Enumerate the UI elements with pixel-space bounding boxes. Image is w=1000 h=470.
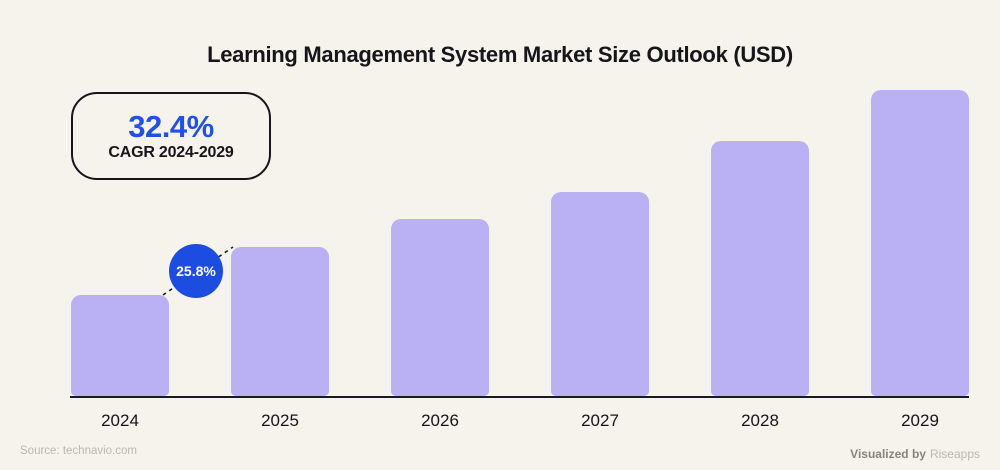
axis-label-2024: 2024: [101, 411, 139, 430]
bar-2024: [71, 295, 169, 396]
x-axis-line: [70, 396, 969, 398]
chart-title: Learning Management System Market Size O…: [207, 42, 793, 67]
brand-name: Riseapps: [929, 447, 980, 461]
axis-label-2029: 2029: [901, 411, 939, 430]
source-credit: Source: technavio.com: [20, 445, 137, 457]
bar-2028: [711, 141, 809, 396]
axis-label-2027: 2027: [581, 411, 619, 430]
cagr-value: 32.4%: [128, 109, 214, 144]
bar-2027: [551, 192, 649, 396]
visualized-by-label: Visualized by: [850, 447, 926, 461]
axis-label-2028: 2028: [741, 411, 779, 430]
cagr-label: CAGR 2024-2029: [108, 144, 234, 161]
cagr-callout-box: 32.4% CAGR 2024-2029: [71, 92, 271, 180]
bar-2029: [871, 90, 969, 396]
bar-2025: [231, 247, 329, 396]
axis-label-2026: 2026: [421, 411, 459, 430]
visualized-by-credit: Visualized by Riseapps: [850, 447, 980, 461]
bar-2026: [391, 219, 489, 396]
axis-label-2025: 2025: [261, 411, 299, 430]
